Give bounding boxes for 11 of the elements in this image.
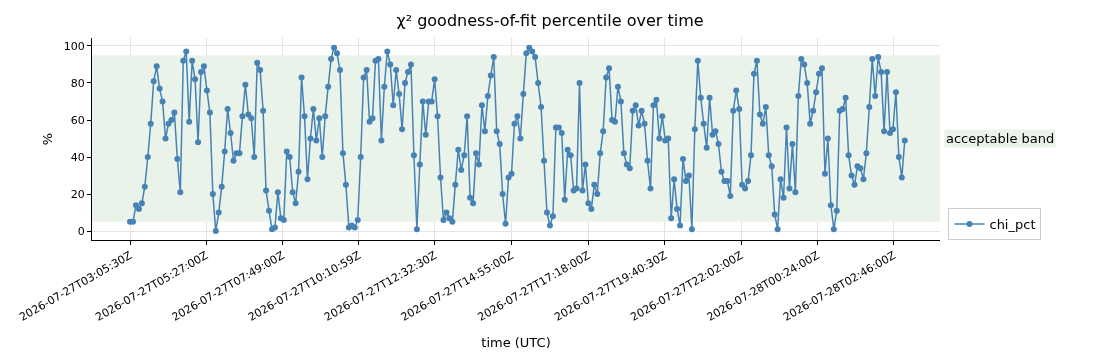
y-tick-label: 0: [77, 224, 85, 238]
y-axis-title: %: [39, 132, 55, 146]
legend-label: chi_pct: [989, 217, 1036, 233]
y-tick-label: 40: [70, 150, 85, 164]
y-tick-label: 100: [63, 39, 85, 53]
x-axis-title: time (UTC): [481, 335, 551, 351]
chart-title: χ² goodness-of-fit percentile over time: [396, 10, 704, 30]
band-label: acceptable band: [946, 131, 1055, 146]
y-tick-label: 60: [70, 113, 85, 127]
y-tick-label: 20: [70, 187, 85, 201]
y-tick-label: 80: [70, 76, 85, 90]
